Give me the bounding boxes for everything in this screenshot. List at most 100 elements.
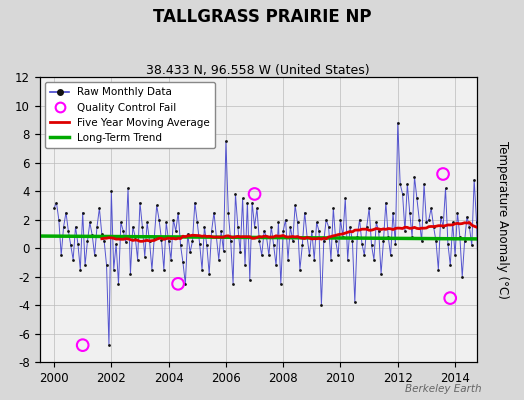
Point — [463, 214, 471, 220]
Point — [424, 216, 433, 223]
Point — [52, 199, 61, 206]
Point — [389, 209, 397, 216]
Point — [420, 181, 428, 187]
Point — [131, 234, 139, 240]
Point — [112, 241, 121, 247]
Point — [444, 241, 452, 247]
Point — [449, 219, 457, 226]
Point — [128, 224, 137, 230]
Point — [332, 238, 340, 244]
Point — [117, 219, 125, 226]
Point — [76, 266, 84, 273]
Point — [375, 228, 383, 234]
Point — [289, 238, 297, 244]
Point — [334, 252, 342, 258]
Point — [155, 216, 163, 223]
Point — [281, 216, 290, 223]
Point — [152, 202, 161, 208]
Point — [67, 242, 75, 248]
Point — [238, 195, 247, 202]
Point — [191, 199, 199, 206]
Point — [456, 234, 464, 240]
Point — [183, 231, 192, 237]
Point — [453, 209, 462, 216]
Point — [95, 205, 104, 212]
Point — [88, 232, 96, 238]
Point — [296, 266, 304, 273]
Point — [160, 266, 168, 273]
Point — [269, 242, 278, 248]
Point — [198, 266, 206, 273]
Point — [126, 271, 135, 277]
Point — [351, 299, 359, 306]
Point — [64, 228, 72, 234]
Point — [436, 214, 445, 220]
Point — [451, 252, 459, 258]
Point — [203, 242, 211, 248]
Point — [226, 238, 235, 244]
Point — [255, 238, 264, 244]
Point — [410, 174, 419, 180]
Point — [217, 228, 225, 234]
Point — [250, 191, 259, 197]
Point — [143, 219, 151, 226]
Point — [458, 274, 466, 280]
Point — [317, 302, 325, 308]
Legend: Raw Monthly Data, Quality Control Fail, Five Year Moving Average, Long-Term Tren: Raw Monthly Data, Quality Control Fail, … — [45, 82, 215, 148]
Point — [83, 238, 92, 244]
Point — [324, 224, 333, 230]
Point — [193, 219, 201, 226]
Point — [439, 171, 447, 177]
Point — [100, 238, 108, 244]
Point — [224, 209, 233, 216]
Point — [69, 256, 78, 263]
Point — [336, 216, 345, 223]
Point — [260, 228, 268, 234]
Point — [181, 281, 190, 287]
Point — [234, 224, 242, 230]
Point — [434, 266, 443, 273]
Point — [394, 120, 402, 126]
Point — [124, 185, 132, 192]
Point — [114, 281, 123, 287]
Point — [62, 209, 70, 216]
Point — [377, 271, 385, 277]
Text: Berkeley Earth: Berkeley Earth — [406, 384, 482, 394]
Point — [413, 195, 421, 202]
Point — [93, 224, 101, 230]
Point — [329, 205, 337, 212]
Point — [346, 224, 354, 230]
Point — [241, 262, 249, 268]
Point — [386, 252, 395, 258]
Point — [186, 249, 194, 256]
Point — [162, 219, 170, 226]
Point — [470, 176, 478, 183]
Point — [461, 238, 469, 244]
Point — [305, 252, 314, 258]
Point — [298, 242, 307, 248]
Point — [257, 252, 266, 258]
Point — [477, 238, 486, 244]
Point — [81, 262, 89, 268]
Point — [107, 188, 115, 194]
Point — [310, 256, 319, 263]
Point — [441, 185, 450, 192]
Point — [79, 209, 87, 216]
Point — [353, 234, 362, 240]
Point — [263, 234, 271, 240]
Point — [136, 199, 144, 206]
Point — [303, 234, 311, 240]
Point — [446, 262, 454, 268]
Point — [291, 202, 299, 208]
Point — [195, 241, 204, 247]
Text: TALLGRASS PRAIRIE NP: TALLGRASS PRAIRIE NP — [153, 8, 371, 26]
Point — [145, 238, 154, 244]
Point — [358, 241, 366, 247]
Point — [484, 214, 493, 220]
Point — [475, 295, 483, 301]
Point — [200, 224, 209, 230]
Point — [300, 209, 309, 216]
Point — [167, 256, 175, 263]
Point — [365, 205, 373, 212]
Point — [277, 281, 285, 287]
